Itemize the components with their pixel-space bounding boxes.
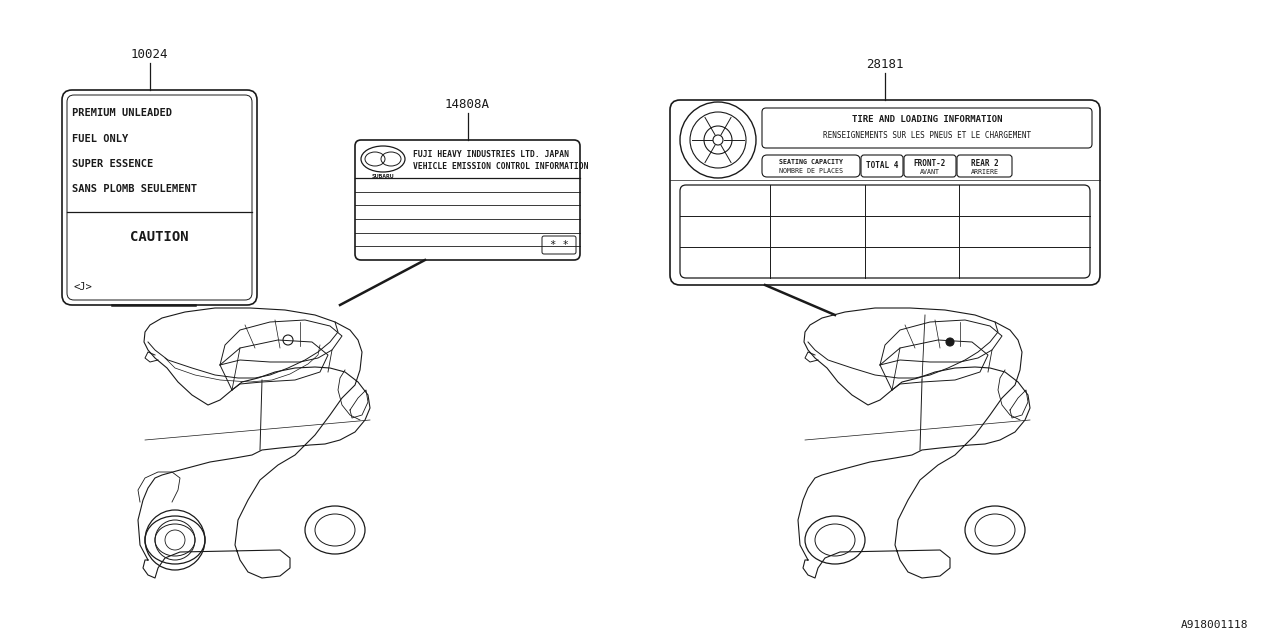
- Text: FUEL ONLY: FUEL ONLY: [72, 134, 128, 143]
- Text: RENSEIGNEMENTS SUR LES PNEUS ET LE CHARGEMENT: RENSEIGNEMENTS SUR LES PNEUS ET LE CHARG…: [823, 131, 1032, 141]
- Text: * *: * *: [549, 240, 568, 250]
- Text: ARRIERE: ARRIERE: [970, 169, 998, 175]
- Text: A918001118: A918001118: [1180, 620, 1248, 630]
- Text: SEATING CAPACITY: SEATING CAPACITY: [780, 159, 844, 165]
- Text: AVANT: AVANT: [920, 169, 940, 175]
- Text: TOTAL 4: TOTAL 4: [865, 161, 899, 170]
- Text: CAUTION: CAUTION: [131, 230, 189, 244]
- Text: REAR 2: REAR 2: [970, 159, 998, 168]
- Text: PREMIUM UNLEADED: PREMIUM UNLEADED: [72, 108, 172, 118]
- Text: SANS PLOMB SEULEMENT: SANS PLOMB SEULEMENT: [72, 184, 197, 195]
- Text: FUJI HEAVY INDUSTRIES LTD. JAPAN: FUJI HEAVY INDUSTRIES LTD. JAPAN: [413, 150, 570, 159]
- Text: SUPER ESSENCE: SUPER ESSENCE: [72, 159, 154, 169]
- Text: 14808A: 14808A: [445, 99, 490, 111]
- Circle shape: [946, 338, 954, 346]
- Text: 28181: 28181: [867, 58, 904, 72]
- Text: TIRE AND LOADING INFORMATION: TIRE AND LOADING INFORMATION: [851, 115, 1002, 125]
- Text: NOMBRE DE PLACES: NOMBRE DE PLACES: [780, 168, 844, 174]
- Text: <J>: <J>: [74, 282, 92, 292]
- Text: VEHICLE EMISSION CONTROL INFORMATION: VEHICLE EMISSION CONTROL INFORMATION: [413, 162, 589, 171]
- Text: FRONT-2: FRONT-2: [914, 159, 946, 168]
- Text: SUBARU: SUBARU: [371, 175, 394, 179]
- Text: 10024: 10024: [131, 49, 168, 61]
